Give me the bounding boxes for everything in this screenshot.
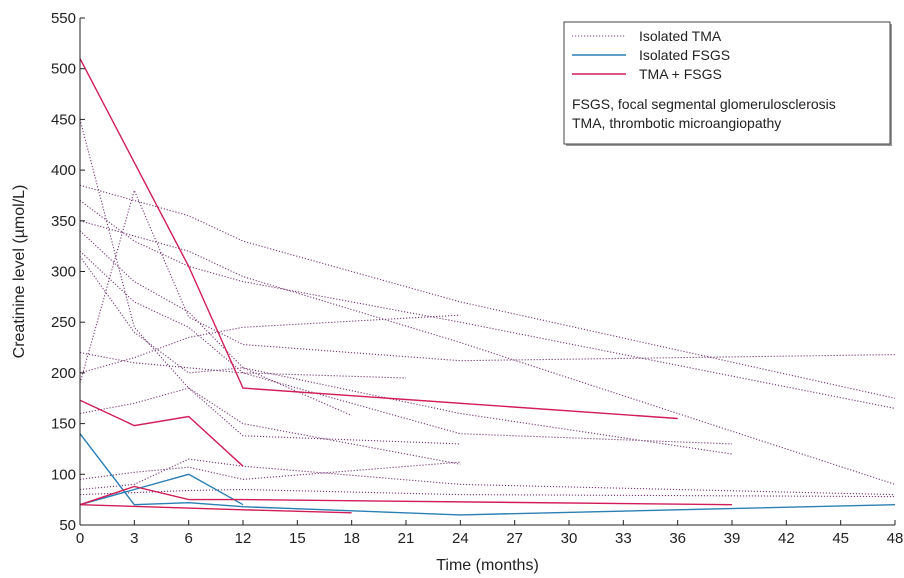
x-tick-label: 45 [832,530,849,547]
y-tick-label: 350 [51,213,76,230]
plot-area [79,58,896,516]
x-tick-label: 39 [724,530,741,547]
x-tick-label: 42 [778,530,795,547]
legend-label-3: TMA + FSGS [639,66,722,82]
legend-box [563,21,891,145]
x-tick-label: 48 [887,530,904,547]
series-line-17 [79,58,678,420]
series-line-18 [79,399,244,467]
series-line-16 [79,473,244,506]
x-axis-label: Time (months) [436,557,539,574]
y-tick-label: 550 [51,10,76,27]
y-tick-label: 450 [51,111,76,128]
legend-note-1: FSGS, focal segmental glomerulosclerosis [572,96,836,112]
series-line-10 [79,387,461,445]
y-tick-label: 50 [59,517,76,534]
legend-label-2: Isolated FSGS [639,47,730,63]
series-line-13 [79,458,896,496]
legend: Isolated TMA Isolated FSGS TMA + FSGS FSGS,… [563,21,892,146]
legend-note-2: TMA, thrombotic microangiopathy [572,115,781,131]
y-tick-label: 500 [51,61,76,78]
x-tick-label: 24 [452,530,469,547]
y-axis-label: Creatinine level (µmol/L) [11,185,28,359]
series-line-4 [79,220,896,485]
x-tick-label: 15 [289,530,306,547]
x-tick-label: 36 [669,530,686,547]
y-tick-label: 100 [51,466,76,483]
x-tick-label: 6 [184,530,192,547]
x-tick-label: 3 [130,530,138,547]
x-tick-label: 0 [76,530,84,547]
y-tick-label: 300 [51,264,76,281]
series-line-3 [79,200,896,409]
x-tick-label: 27 [506,530,523,547]
series-line-9 [79,314,461,374]
series-line-15 [79,433,896,516]
legend-label-1: Isolated TMA [639,28,722,44]
series-line-19 [79,485,733,506]
series-line-2 [79,184,896,399]
series-line-1 [79,119,461,465]
series-line-6 [79,255,733,455]
axes: 0 3 6 12 15 18 21 24 27 30 33 36 39 42 45 4850100150200… [51,10,903,547]
x-tick-label: 18 [343,530,360,547]
y-tick-label: 200 [51,365,76,382]
x-tick-label: 33 [615,530,632,547]
x-tick-label: 12 [235,530,252,547]
series-line-20 [79,504,352,514]
y-tick-label: 250 [51,314,76,331]
series-line-7 [79,188,896,384]
series-line-8 [79,352,407,379]
y-tick-label: 400 [51,162,76,179]
x-tick-label: 30 [561,530,578,547]
series-line-12 [79,461,461,480]
x-tick-label: 21 [398,530,415,547]
y-tick-label: 150 [51,416,76,433]
series-line-14 [79,488,896,498]
